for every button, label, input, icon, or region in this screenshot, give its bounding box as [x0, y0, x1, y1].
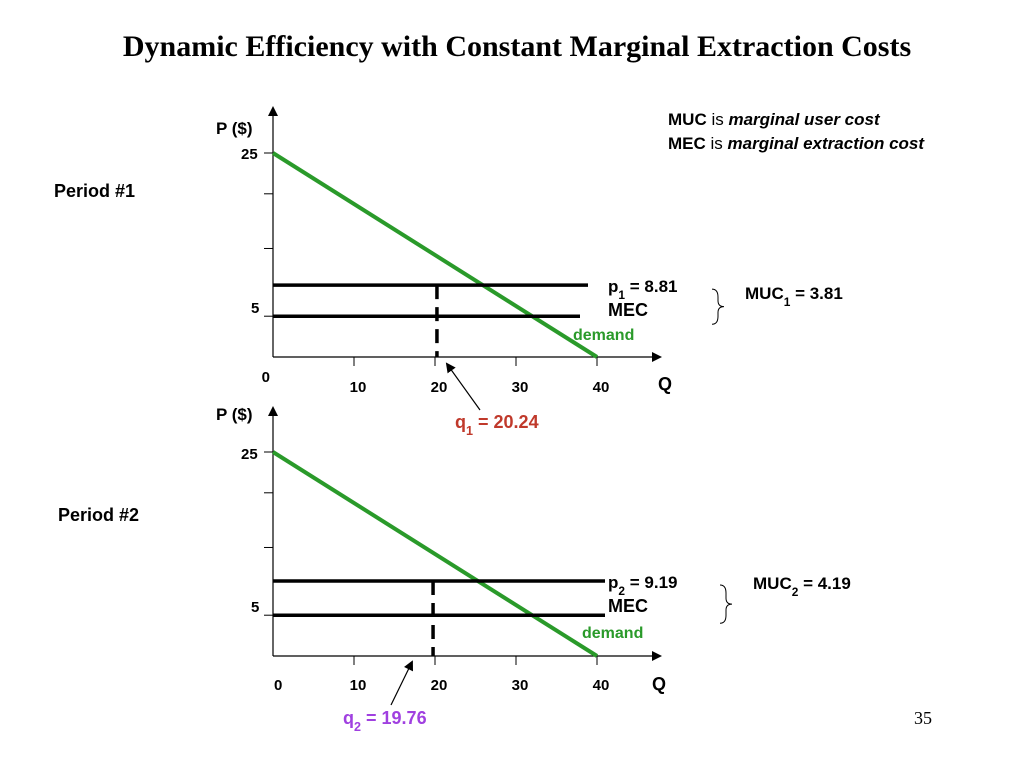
- chart1-x-axis-label: Q: [658, 374, 672, 394]
- muc-definition-text: marginal user cost: [728, 110, 880, 129]
- muc-definition: MUC is marginal user cost: [668, 110, 880, 130]
- mec-definition: MEC is marginal extraction cost: [668, 134, 924, 154]
- chart2-y-tick-label-25: 25: [241, 446, 258, 463]
- chart2-x-tick-label-40: 40: [593, 677, 610, 694]
- chart2-mec-label: MEC: [608, 596, 648, 616]
- chart1-demand-line: [271, 151, 599, 359]
- mec-is: is: [705, 134, 728, 153]
- chart1-muc-label: MUC1 = 3.81: [745, 284, 843, 309]
- mec-definition-text: marginal extraction cost: [727, 134, 925, 153]
- chart1-y-axis-label: P ($): [216, 119, 253, 138]
- chart2-demand-label: demand: [582, 625, 643, 642]
- chart2-x-tick-label-10: 10: [350, 677, 367, 694]
- chart1-muc-brace: [711, 288, 725, 325]
- period-1-label: Period #1: [54, 181, 136, 201]
- chart1-x-tick-label-10: 10: [350, 379, 367, 396]
- chart1-demand-label: demand: [573, 327, 634, 344]
- chart2-x-tick-label-0: 0: [274, 677, 282, 694]
- page-title: Dynamic Efficiency with Constant Margina…: [122, 30, 912, 63]
- chart1-x-tick-label-40: 40: [593, 379, 610, 396]
- chart2-x-axis-label: Q: [652, 674, 666, 694]
- chart2-muc-label: MUC2 = 4.19: [753, 574, 851, 599]
- chart2-q-label: q2 = 19.76: [343, 708, 427, 734]
- muc-abbr: MUC: [668, 110, 707, 129]
- page-number: 35: [914, 708, 932, 728]
- chart1-mec-label: MEC: [608, 300, 648, 320]
- chart2-x-tick-label-20: 20: [431, 677, 448, 694]
- chart1-x-tick-label-0: 0: [262, 369, 270, 386]
- chart2-x-tick-label-30: 30: [512, 677, 529, 694]
- chart1-y-tick-label-5: 5: [251, 300, 259, 317]
- chart1-x-tick-label-30: 30: [512, 379, 529, 396]
- chart2-demand-line: [271, 450, 599, 658]
- chart1-price-label: p1 = 8.81: [608, 277, 677, 302]
- chart2-price-label: p2 = 9.19: [608, 573, 677, 598]
- chart2-y-tick-label-5: 5: [251, 599, 259, 616]
- chart2-q-arrow: [390, 660, 413, 706]
- period-2-label: Period #2: [58, 505, 140, 525]
- muc-is: is: [706, 110, 729, 129]
- chart1-x-tick-label-20: 20: [431, 379, 448, 396]
- mec-abbr: MEC: [668, 134, 706, 153]
- chart1-y-tick-label-25: 25: [241, 146, 258, 163]
- chart1-q-label: q1 = 20.24: [455, 412, 539, 438]
- chart2-muc-brace: [719, 584, 733, 624]
- chart2-y-axis-label: P ($): [216, 405, 253, 424]
- chart1-q-arrow: [445, 362, 481, 411]
